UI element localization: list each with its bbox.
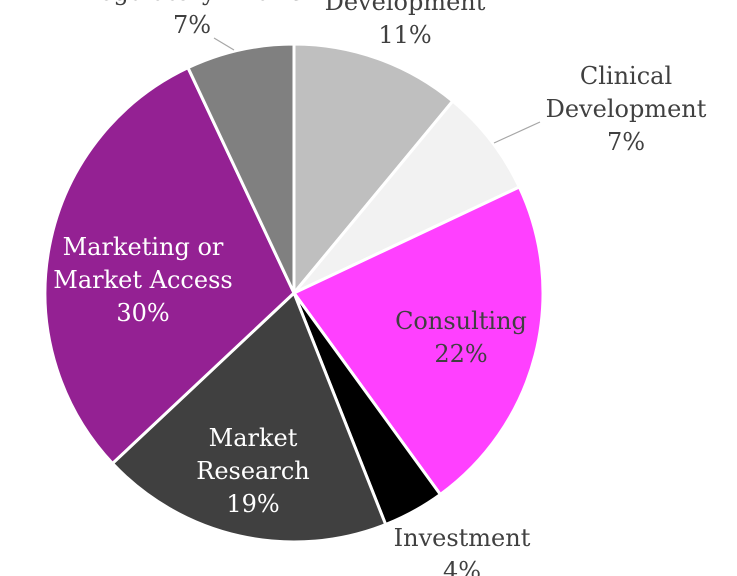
slice-percent-5: 30% (116, 299, 169, 327)
pie-slice-5 (43, 66, 296, 465)
pie-slice-2 (292, 185, 545, 496)
slice-label-5-line-0: Marketing or (63, 233, 224, 261)
slice-label-1-line-1: Development (546, 95, 707, 123)
slice-label-2-line-0: Consulting (395, 307, 527, 335)
pie-slice-1 (292, 99, 521, 295)
slice-label-0-line-0: Development (325, 0, 486, 16)
leader-line-6 (213, 37, 235, 51)
slice-percent-1: 7% (607, 128, 645, 156)
slice-label-3-line-0: Investment (394, 524, 531, 552)
pie-slice-4 (110, 291, 388, 544)
slice-percent-6: 7% (173, 11, 211, 39)
slice-label-6-line-0: Regulatory Affairs (81, 0, 303, 6)
leader-line-1 (493, 121, 541, 144)
pie-slice-0 (292, 42, 455, 295)
slice-percent-2: 22% (434, 340, 487, 368)
slice-label-4-line-0: Market (209, 424, 298, 452)
slice-percent-0: 11% (378, 21, 431, 49)
slice-label-5-line-1: Market Access (53, 266, 232, 294)
slice-percent-3: 4% (443, 557, 481, 576)
slice-label-4-line-1: Research (196, 457, 309, 485)
slice-percent-4: 19% (226, 490, 279, 518)
slice-label-1-line-0: Clinical (580, 62, 672, 90)
pie-slice-6 (186, 42, 296, 295)
